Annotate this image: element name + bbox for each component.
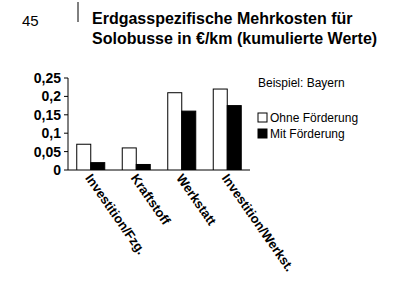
bar [77,144,91,170]
bars [77,89,242,170]
title-line: Solobusse in €/km (kumulierte Werte) [92,30,377,47]
legend-swatch [258,129,267,138]
y-tick [64,96,68,97]
title-line: Erdgasspezifische Mehrkosten für [92,10,353,27]
y-tick [64,133,68,134]
legend-label: Mit Förderung [270,127,345,141]
y-tick-label: 0,25 [34,70,61,86]
y-tick-label: 0,05 [34,144,61,160]
bar [182,111,196,170]
y-tick [64,78,68,79]
y-tick-label: 0,15 [34,107,61,123]
y-axis [68,78,69,170]
decor-line [78,2,79,22]
x-tick-label: Werkstatt [173,171,220,228]
y-tick-label: 0,1 [42,125,62,141]
y-tick [64,170,68,171]
annotation: Beispiel: Bayern [258,76,345,90]
x-tick-label: Kraftstoff [128,171,174,228]
chart: 45 Beispiel: Bayern Erdgasspezifische Mehr… [0,0,400,282]
bar [213,89,227,170]
bar [168,93,182,170]
bar [91,163,105,170]
bar [136,164,150,170]
bar [227,106,241,170]
page-number: 45 [22,12,39,29]
y-tick-label: 0 [53,162,61,178]
title: Erdgasspezifische Mehrkosten für Solobuss… [92,10,377,47]
bar [122,148,136,170]
y-tick [64,114,68,115]
y-tick [64,151,68,152]
legend-swatch [258,113,267,122]
legend-label: Ohne Förderung [270,111,358,125]
y-tick-label: 0,2 [42,88,62,104]
x-tick-label: Investition/Werkst. [219,171,297,274]
